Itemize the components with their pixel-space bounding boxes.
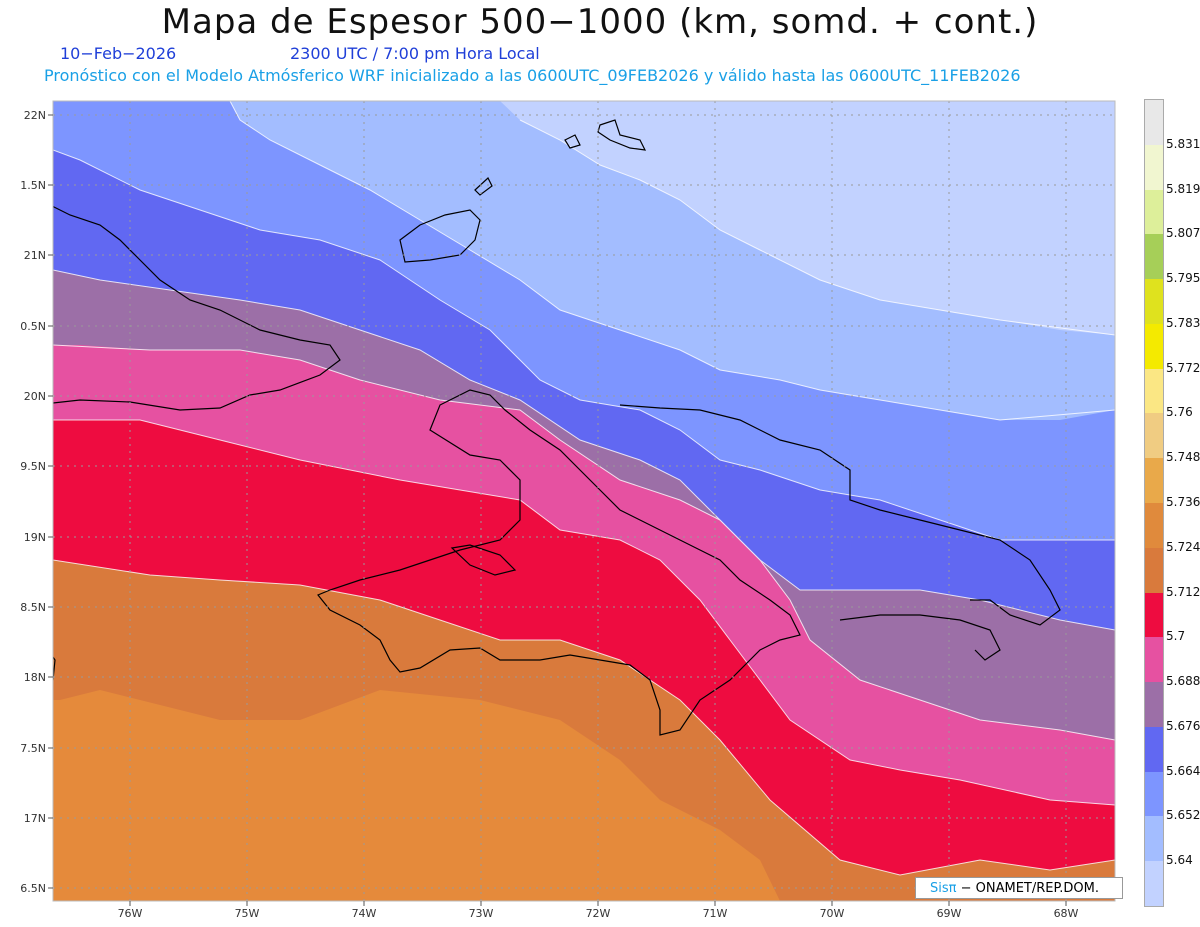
credit-text: − ONAMET/REP.DOM.: [956, 881, 1100, 896]
thickness-contours: [53, 101, 1115, 901]
lat-tick-label: 19N: [24, 531, 46, 544]
longitude-axis: 76W 75W 74W 73W 72W 71W 70W 69W 68W: [118, 901, 1079, 920]
small-cays-1: [564, 134, 581, 149]
colorbar-label: 5.7: [1166, 629, 1186, 644]
lat-tick-label: 1.5N: [20, 179, 46, 192]
colorbar-segment: [1145, 861, 1163, 907]
colorbar-label: 5.712: [1166, 584, 1200, 599]
lon-tick-label: 70W: [820, 907, 845, 920]
colorbar-segment: [1145, 682, 1163, 728]
lat-tick-label: 20N: [24, 390, 46, 403]
lon-tick-label: 68W: [1054, 907, 1079, 920]
colorbar-label: 5.676: [1166, 718, 1200, 733]
graticule: [53, 101, 1115, 901]
lon-tick-label: 72W: [586, 907, 611, 920]
contour-lines: [53, 101, 1115, 876]
inagua: [474, 177, 493, 196]
lon-tick-label: 76W: [118, 907, 143, 920]
colorbar-segment: [1145, 368, 1163, 414]
colorbar-segment: [1145, 144, 1163, 191]
colorbar-label: 5.736: [1166, 495, 1200, 509]
coastlines: [53, 119, 1061, 736]
lat-tick-label: 17N: [24, 812, 46, 825]
colorbar-segment: [1145, 458, 1163, 504]
lat-tick-label: 0.5N: [20, 320, 46, 333]
lat-tick-label: 8.5N: [20, 601, 46, 614]
puerto-rico-south: [839, 614, 1001, 661]
colorbar-label: 5.76: [1166, 405, 1193, 420]
colorbar-segment: [1145, 234, 1163, 280]
colorbar-label: 5.807: [1166, 226, 1200, 241]
colorbar-segment: [1145, 592, 1163, 638]
colorbar-label: 5.772: [1166, 360, 1200, 375]
cuba-lower: [53, 655, 56, 681]
colorbar-label: 5.748: [1166, 450, 1200, 465]
credit-box: Sisπ − ONAMET/REP.DOM.: [915, 877, 1123, 899]
colorbar-label: 5.688: [1166, 674, 1200, 689]
colorbar-segment: [1145, 413, 1163, 459]
colorbar-label: 5.64: [1166, 853, 1193, 868]
lat-tick-label: 22N: [24, 109, 46, 122]
gonave-island: [450, 544, 517, 576]
colorbar-segment: [1145, 771, 1163, 817]
colorbar-label: 5.819: [1166, 181, 1200, 196]
colorbar-segment: [1145, 726, 1163, 773]
forecast-description: Pronóstico con el Modelo Atmósferico WRF…: [44, 66, 1021, 85]
lon-tick-label: 71W: [703, 907, 728, 920]
forecast-date: 10−Feb−2026: [60, 44, 177, 63]
colorbar-label: 5.795: [1166, 271, 1200, 286]
cuba-coast: [53, 205, 341, 411]
colorbar-segment: [1145, 189, 1163, 235]
colorbar-segment: [1145, 503, 1163, 549]
colorbar-segment: [1145, 637, 1163, 683]
colorbar-segment: [1145, 323, 1163, 370]
latitude-axis: 22N 1.5N 21N 0.5N 20N 9.5N 19N 8.5N 18N 7.5N 17N 6.…: [20, 109, 53, 895]
colorbar-label: 5.831: [1166, 136, 1200, 151]
band-5-616: [500, 101, 1115, 335]
lon-tick-label: 73W: [469, 907, 494, 920]
small-cays-2: [597, 119, 647, 151]
lon-tick-label: 75W: [235, 907, 260, 920]
colorbar: [1144, 99, 1164, 907]
forecast-time: 2300 UTC / 7:00 pm Hora Local: [290, 44, 540, 63]
lat-tick-label: 21N: [24, 249, 46, 262]
lon-tick-label: 69W: [937, 907, 962, 920]
colorbar-label: 5.664: [1166, 763, 1200, 778]
lat-tick-label: 6.5N: [20, 882, 46, 895]
colorbar-segment: [1145, 100, 1163, 146]
turks-caicos: [399, 209, 481, 263]
hispaniola-coast: [317, 389, 801, 736]
colorbar-segment: [1145, 816, 1163, 862]
lat-tick-label: 9.5N: [20, 460, 46, 473]
lat-tick-label: 7.5N: [20, 742, 46, 755]
puerto-rico-north: [619, 404, 1061, 626]
colorbar-label: 5.783: [1166, 315, 1200, 330]
credit-brand: Sisπ: [930, 881, 957, 896]
colorbar-label: 5.652: [1166, 808, 1200, 823]
map-frame: [52, 100, 1116, 902]
colorbar-segment: [1145, 547, 1163, 594]
colorbar-label: 5.724: [1166, 539, 1200, 554]
colorbar-segment: [1145, 279, 1163, 325]
lon-tick-label: 74W: [352, 907, 377, 920]
lat-tick-label: 18N: [24, 671, 46, 684]
map-title: Mapa de Espesor 500−1000 (km, somd. + co…: [161, 2, 1039, 42]
